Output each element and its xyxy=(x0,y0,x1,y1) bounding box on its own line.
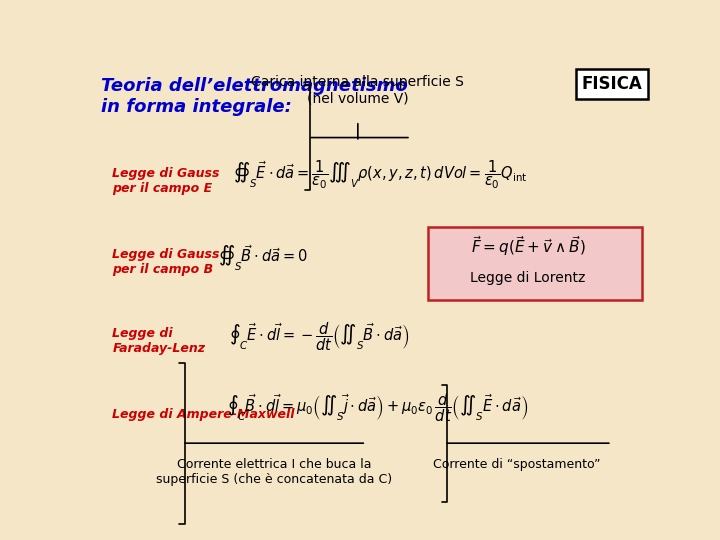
Text: Legge di Lorentz: Legge di Lorentz xyxy=(470,271,585,285)
Text: Legge di Gauss
per il campo E: Legge di Gauss per il campo E xyxy=(112,167,220,195)
Text: $\vec{F} = q(\vec{E} + \vec{v} \wedge \vec{B})$: $\vec{F} = q(\vec{E} + \vec{v} \wedge \v… xyxy=(471,234,585,259)
Text: $\oiint_S \vec{B} \cdot d\vec{a} = 0$: $\oiint_S \vec{B} \cdot d\vec{a} = 0$ xyxy=(218,244,308,273)
Text: $\oiint_S \vec{E} \cdot d\vec{a} = \dfrac{1}{\varepsilon_0}\iiint_V \rho(x,y,z,t: $\oiint_S \vec{E} \cdot d\vec{a} = \dfra… xyxy=(233,159,527,191)
Text: $\oint_C \vec{E} \cdot d\vec{l} = -\dfrac{d}{dt}\left(\iint_S \vec{B} \cdot d\ve: $\oint_C \vec{E} \cdot d\vec{l} = -\dfra… xyxy=(228,321,409,353)
Text: $\oint_C \vec{B} \cdot d\vec{l} = \mu_0\left(\iint_S \vec{j} \cdot d\vec{a}\righ: $\oint_C \vec{B} \cdot d\vec{l} = \mu_0\… xyxy=(227,392,528,424)
Text: FISICA: FISICA xyxy=(581,75,642,93)
Text: Legge di
Faraday-Lenz: Legge di Faraday-Lenz xyxy=(112,327,205,355)
Text: Corrente di “spostamento”: Corrente di “spostamento” xyxy=(433,458,600,471)
Text: Corrente elettrica I che buca la
superficie S (che è concatenata da C): Corrente elettrica I che buca la superfi… xyxy=(156,458,392,486)
Text: Carica interna alla superficie S
(nel volume V): Carica interna alla superficie S (nel vo… xyxy=(251,75,464,105)
Text: Legge di Ampere-Maxwell: Legge di Ampere-Maxwell xyxy=(112,408,294,421)
Text: Teoria dell’elettromagnetismo
in forma integrale:: Teoria dell’elettromagnetismo in forma i… xyxy=(101,77,408,116)
Text: Legge di Gauss
per il campo B: Legge di Gauss per il campo B xyxy=(112,248,220,276)
FancyBboxPatch shape xyxy=(428,227,642,300)
